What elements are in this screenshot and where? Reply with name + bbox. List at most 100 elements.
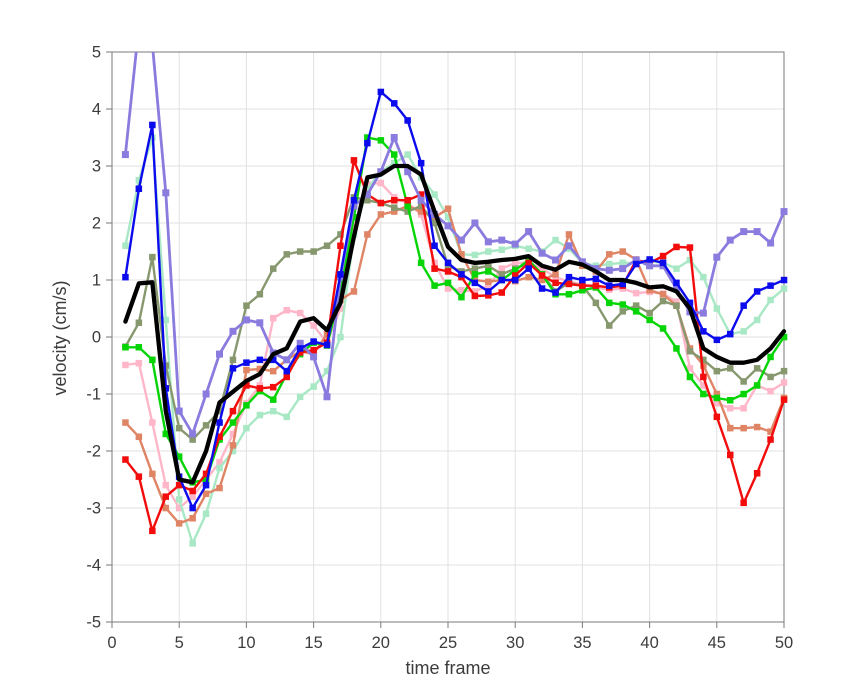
y-tick-label: -2 (86, 443, 101, 461)
data-point-marker (632, 308, 640, 315)
data-point-marker (149, 470, 156, 478)
data-point-marker (673, 265, 680, 272)
data-point-marker (673, 298, 680, 305)
data-point-marker (243, 359, 250, 366)
data-point-marker (713, 399, 721, 407)
data-point-marker (565, 273, 573, 281)
data-point-marker (189, 493, 196, 500)
data-point-marker (686, 244, 694, 251)
y-tick-label: 2 (92, 215, 101, 233)
data-point-marker (592, 299, 600, 307)
data-point-marker (377, 137, 385, 144)
data-point-marker (444, 268, 452, 275)
data-point-marker (189, 515, 196, 522)
data-point-marker (713, 253, 721, 261)
data-point-marker (686, 365, 694, 372)
data-point-marker (323, 367, 331, 375)
data-point-marker (256, 291, 264, 298)
data-point-marker (431, 191, 438, 198)
data-point-marker (404, 208, 411, 215)
data-point-marker (391, 197, 398, 204)
y-tick-label: 3 (92, 158, 101, 176)
data-point-marker (780, 285, 788, 292)
data-point-marker (753, 288, 761, 295)
data-point-marker (162, 385, 169, 392)
data-point-marker (270, 265, 277, 272)
data-point-marker (632, 289, 640, 297)
data-point-marker (149, 356, 156, 364)
data-point-marker (350, 288, 358, 295)
data-point-marker (552, 256, 559, 264)
data-point-marker (525, 265, 532, 272)
data-point-marker (713, 394, 721, 402)
y-axis-label: velocity (cm/s) (50, 280, 70, 396)
y-tick-label: -5 (86, 614, 101, 632)
data-point-marker (350, 197, 358, 204)
data-point-marker (202, 470, 210, 478)
data-point-marker (552, 289, 559, 296)
data-point-marker (350, 157, 358, 164)
data-point-marker (229, 447, 237, 455)
data-point-marker (673, 345, 680, 352)
data-point-marker (471, 271, 479, 278)
data-point-marker (431, 265, 438, 272)
data-point-marker (377, 168, 385, 176)
data-point-marker (525, 245, 532, 252)
data-point-marker (740, 424, 747, 432)
data-point-marker (471, 219, 479, 227)
data-point-marker (512, 267, 519, 274)
data-point-marker (162, 493, 169, 500)
data-point-marker (753, 228, 761, 236)
x-tick-label: 30 (506, 634, 524, 652)
series-markers-trial_red (122, 157, 788, 535)
data-point-marker (619, 301, 626, 308)
data-point-marker (538, 249, 546, 257)
data-point-marker (619, 280, 626, 288)
data-point-marker (310, 383, 317, 390)
data-point-marker (337, 231, 344, 238)
data-point-marker (592, 265, 600, 273)
data-point-marker (485, 292, 492, 299)
data-point-marker (391, 208, 398, 215)
data-point-marker (767, 373, 774, 381)
series-markers-trial_blue (122, 88, 788, 512)
data-point-marker (512, 276, 519, 284)
data-point-marker (337, 305, 344, 312)
data-point-marker (135, 344, 143, 351)
data-point-marker (202, 422, 210, 429)
data-point-marker (700, 356, 707, 364)
data-point-marker (296, 339, 304, 347)
data-point-marker (162, 504, 169, 512)
y-tick-label: 4 (92, 101, 101, 119)
data-point-marker (243, 302, 250, 309)
data-point-marker (727, 451, 734, 459)
data-point-marker (122, 361, 129, 369)
data-point-marker (552, 271, 559, 278)
data-point-marker (552, 236, 559, 244)
data-point-marker (377, 211, 385, 218)
data-point-marker (189, 504, 196, 512)
data-point-marker (202, 490, 210, 497)
data-point-marker (565, 280, 573, 288)
data-point-marker (700, 273, 707, 281)
data-point-marker (673, 285, 680, 293)
data-point-marker (189, 436, 196, 443)
data-point-marker (175, 504, 183, 512)
data-point-marker (713, 367, 721, 375)
data-point-marker (404, 151, 411, 158)
data-point-marker (216, 433, 223, 440)
data-point-marker (431, 242, 438, 249)
data-point-marker (270, 314, 277, 322)
data-point-marker (458, 287, 465, 294)
data-point-marker (149, 121, 156, 129)
data-point-marker (337, 333, 344, 341)
data-point-marker (659, 259, 667, 267)
data-point-marker (565, 242, 573, 250)
data-point-marker (310, 248, 317, 255)
plot-area (121, 52, 788, 547)
data-point-marker (229, 430, 237, 438)
data-point-marker (256, 385, 264, 392)
data-point-marker (377, 199, 385, 207)
data-point-marker (216, 350, 223, 358)
